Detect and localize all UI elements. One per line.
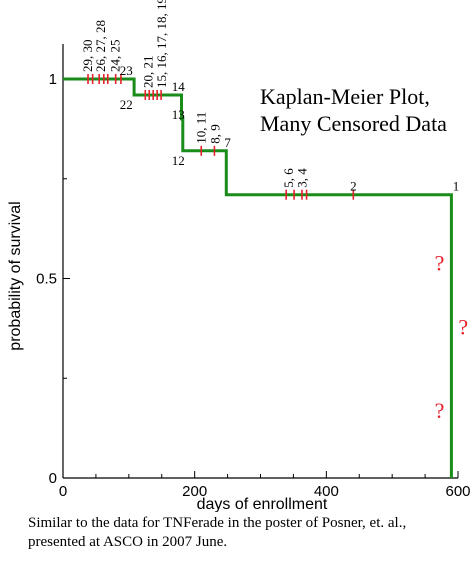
x-axis-label: days of enrollment: [197, 496, 328, 512]
subject-label: 7: [224, 135, 231, 150]
chart-title: Kaplan-Meier Plot,: [260, 84, 430, 109]
censor-marks: [87, 74, 355, 200]
x-tick-label: 400: [314, 483, 339, 500]
y-tick-label: 0: [49, 470, 57, 487]
subject-label: 26, 27, 28: [93, 20, 108, 72]
subject-label: 1: [453, 179, 460, 194]
subject-label: 14: [172, 79, 186, 94]
subject-label: 24, 25: [108, 40, 123, 73]
y-axis-label: probability of survival: [7, 201, 24, 350]
caption-line-1: Similar to the data for TNFerade in the …: [28, 515, 407, 531]
question-marks: ???: [435, 251, 468, 424]
axes: 0 200 400 600 0 0.5 1: [36, 44, 471, 500]
caption-line-2: presented at ASCO in 2007 June.: [28, 534, 228, 550]
subject-label: 13: [172, 107, 185, 122]
subject-label: 5, 6: [281, 168, 296, 188]
subject-label: 23: [120, 63, 133, 78]
x-tick-label: 0: [59, 483, 67, 500]
subject-label: 20, 21: [141, 56, 156, 89]
subject-label: 15, 16, 17, 18, 19: [154, 0, 169, 88]
x-tick-label: 600: [445, 483, 470, 500]
subject-label: 8, 9: [208, 124, 223, 144]
subject-label: 3, 4: [295, 168, 310, 188]
subject-label: 10, 11: [193, 112, 208, 144]
figure-caption: Similar to the data for TNFerade in the …: [28, 514, 474, 552]
question-mark: ?: [435, 398, 445, 423]
x-tick-label: 200: [182, 483, 207, 500]
y-tick-label: 1: [49, 71, 57, 88]
chart-subtitle: Many Censored Data: [260, 111, 447, 136]
question-mark: ?: [458, 314, 468, 339]
question-mark: ?: [435, 251, 445, 276]
survival-curve: [63, 77, 453, 478]
subject-label: 2: [350, 179, 357, 194]
y-tick-label: 0.5: [36, 271, 57, 288]
survival-step-line: [63, 77, 453, 478]
subject-label: 29, 30: [80, 40, 95, 73]
subject-label: 22: [120, 97, 133, 112]
subject-label: 12: [172, 153, 185, 168]
